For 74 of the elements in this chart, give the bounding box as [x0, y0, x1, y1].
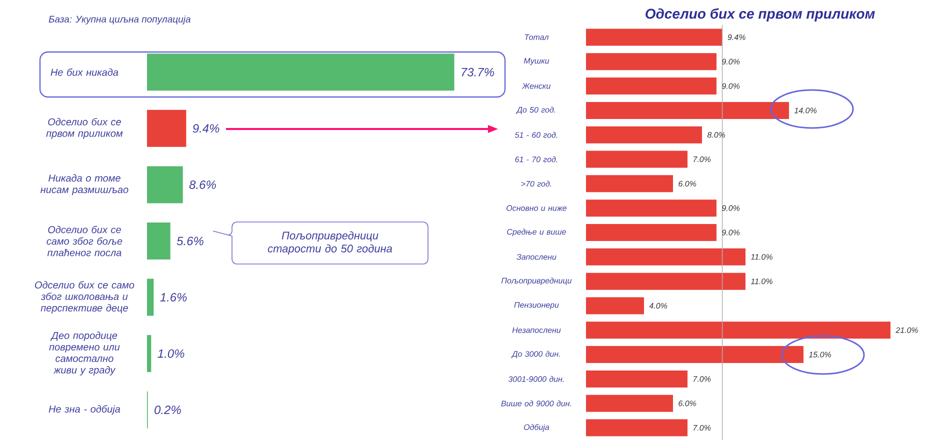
bar	[147, 54, 454, 91]
bar	[147, 166, 183, 204]
data-label: 4.0%	[649, 302, 668, 309]
bar	[147, 222, 170, 260]
y-tick-label: Одселио бих се само због школовања и перспективе деце	[35, 281, 134, 314]
y-tick-label: Одселио бих се првом приликом	[46, 118, 123, 139]
text: База: Укупна циљна популација	[48, 16, 190, 24]
y-tick-label: >70 год.	[521, 180, 552, 187]
bar	[586, 322, 890, 339]
y-tick-label: 3001-9000 дин.	[508, 376, 564, 382]
y-tick-label: Женски	[522, 83, 551, 89]
y-tick-label: Основно и ниже	[506, 205, 567, 211]
y-tick-label: Пољопривредници	[501, 278, 572, 286]
bar	[586, 102, 789, 119]
bar	[586, 346, 804, 364]
y-tick-label: Мушки	[524, 58, 550, 66]
y-tick-label: Не зна - одбија	[48, 405, 120, 415]
annotation: Пољопривредници старости до 50 година	[268, 231, 392, 255]
y-tick-label: Запослени	[516, 254, 556, 260]
bar	[586, 272, 746, 290]
bar	[586, 53, 716, 70]
data-label: 1.0%	[158, 349, 184, 358]
data-label: 14.0%	[794, 108, 817, 114]
bar	[586, 200, 716, 217]
data-label: 7.0%	[694, 424, 711, 431]
data-label: 0.2%	[154, 406, 181, 414]
y-tick-label: Не бих никада	[50, 68, 118, 76]
y-tick-label: Средње и више	[507, 228, 566, 236]
data-label: 1.6%	[160, 293, 187, 302]
bar	[586, 28, 722, 46]
bar	[586, 394, 673, 412]
data-label: 9.0%	[722, 230, 740, 236]
data-label: 73.7%	[462, 68, 494, 76]
bar	[586, 78, 716, 95]
data-label: 15.0%	[808, 352, 832, 358]
bar	[586, 224, 716, 241]
y-tick-label: Пензионери	[514, 302, 559, 310]
bar	[586, 297, 644, 314]
bar	[586, 248, 746, 266]
bar	[586, 370, 688, 388]
y-tick-label: До 50 год.	[516, 106, 556, 114]
y-tick-label: 61 - 70 год.	[515, 156, 558, 162]
data-label: 6.0%	[678, 180, 696, 187]
data-label: 7.0%	[694, 156, 711, 162]
data-label: 8.6%	[189, 180, 216, 189]
y-tick-label: Никада о томе нисам размишљао	[40, 174, 128, 196]
bar	[147, 335, 152, 372]
y-tick-label: Више од 9000 дин.	[501, 400, 571, 406]
data-label: 11.0%	[750, 254, 772, 260]
data-label: 9.0%	[722, 83, 740, 89]
data-label: 9.0%	[722, 58, 740, 64]
bar	[586, 126, 702, 144]
bar	[147, 278, 154, 316]
bar	[586, 419, 688, 436]
y-tick-label: Део породице повремено или самостално живи у граду	[49, 332, 120, 376]
y-tick-label: Одбија	[524, 424, 550, 432]
bar	[586, 150, 688, 168]
bar	[147, 110, 186, 147]
data-label: 6.0%	[678, 400, 696, 406]
data-label: 9.4%	[728, 34, 746, 40]
data-label: 9.0%	[722, 205, 740, 211]
y-tick-label: Одселио бих се само због боље плаћеног посла	[46, 226, 122, 256]
y-tick-label: Тотал	[524, 34, 549, 40]
data-label: 7.0%	[694, 376, 711, 382]
y-tick-label: 51 - 60 год.	[514, 132, 558, 138]
data-label: 9.4%	[192, 124, 220, 133]
y-tick-label: До 3000 дин.	[511, 350, 560, 358]
y-tick-label: Незапослени	[512, 327, 561, 333]
data-label: 21.0%	[896, 327, 918, 333]
bar	[586, 175, 673, 192]
data-label: 8.0%	[707, 132, 726, 138]
data-label: 5.6%	[176, 236, 204, 246]
data-label: 11.0%	[750, 278, 772, 284]
chart-title: Одселио бих се првом приликом	[646, 8, 875, 22]
